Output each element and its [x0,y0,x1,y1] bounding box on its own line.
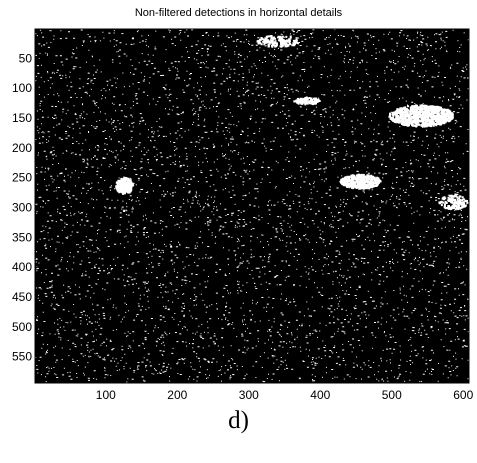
y-tick-label: 150 [12,111,32,125]
x-tick-label: 100 [96,388,116,400]
x-tick-label: 600 [453,388,473,400]
y-tick-label: 250 [12,171,32,185]
detection-cluster-1 [388,104,454,128]
x-tick-label: 300 [239,388,259,400]
y-tick-label: 550 [12,350,32,364]
detection-cluster-5 [256,35,299,48]
axes-frame [34,28,470,384]
y-axis: 50 100 150 200 250 300 350 400 450 500 550 [12,51,39,364]
figure-title: Non-filtered detections in horizontal de… [134,7,343,19]
y-tick-label: 50 [19,51,33,65]
x-tick-label: 500 [382,388,402,400]
detection-cluster-2 [339,173,382,190]
detection-blob-layer [115,35,469,211]
detection-image-axes: 100 200 300 400 500 600 50 100 150 200 250 300 350 4… [12,28,474,400]
x-tick-label: 200 [167,388,187,400]
detection-cluster-6 [438,194,469,211]
x-tick-label: 400 [310,388,330,400]
y-tick-label: 400 [12,260,32,274]
detection-cluster-4 [115,176,135,195]
y-tick-label: 500 [12,320,32,334]
y-tick-label: 350 [12,230,32,244]
image-background [35,29,469,383]
y-tick-label: 100 [12,81,32,95]
y-tick-label: 300 [12,200,32,214]
figure-caption: d) [228,407,249,434]
detection-cluster-3 [293,96,321,106]
y-tick-label: 200 [12,141,32,155]
y-tick-label: 450 [12,290,32,304]
x-axis: 100 200 300 400 500 600 [96,379,474,400]
